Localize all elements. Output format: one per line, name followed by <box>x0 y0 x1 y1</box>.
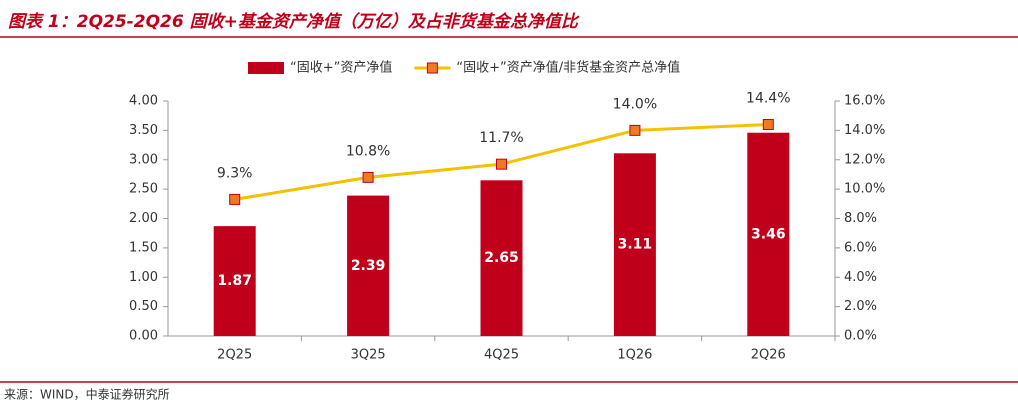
y2-tick-label: 4.0% <box>844 270 877 285</box>
x-tick-label: 2Q26 <box>751 348 786 363</box>
bar-value-label: 3.46 <box>751 226 786 242</box>
y-tick-label: 1.00 <box>129 270 158 285</box>
bar-value-label: 1.87 <box>217 273 252 289</box>
line-marker <box>496 158 507 170</box>
bar <box>613 153 656 336</box>
legend-label: “固收+”资产净值/非货基金资产总净值 <box>456 60 680 76</box>
y2-tick-label: 14.0% <box>844 123 885 138</box>
line-marker <box>362 171 374 183</box>
y2-tick-label: 8.0% <box>844 211 877 226</box>
y-tick-label: 0.00 <box>129 329 158 344</box>
y2-tick-label: 12.0% <box>844 152 885 167</box>
x-tick-label: 2Q25 <box>217 348 252 363</box>
bar <box>347 195 390 336</box>
line-marker <box>229 193 241 205</box>
y-tick-label: 2.50 <box>129 182 158 197</box>
x-tick-label: 4Q25 <box>484 348 519 363</box>
source-note: 来源：WIND，中泰证券研究所 <box>4 387 170 402</box>
line-value-label: 14.0% <box>613 96 657 112</box>
bar-value-label: 2.39 <box>351 258 386 274</box>
bar <box>747 132 790 336</box>
y-tick-label: 1.50 <box>129 240 158 255</box>
y2-tick-label: 6.0% <box>844 240 877 255</box>
y2-tick-label: 2.0% <box>844 299 877 314</box>
y-tick-label: 0.50 <box>129 299 158 314</box>
y2-tick-label: 0.0% <box>844 329 877 344</box>
y-tick-label: 3.50 <box>129 123 158 138</box>
chart-title: 图表 1：2Q25-2Q26 固收+基金资产净值（万亿）及占非货基金总净值比 <box>8 12 580 32</box>
line-marker <box>629 124 641 136</box>
y2-tick-label: 16.0% <box>844 94 885 109</box>
legend-swatch <box>248 62 284 74</box>
legend-label: “固收+”资产净值 <box>290 60 392 76</box>
line-value-label: 10.8% <box>346 143 390 159</box>
bar-value-label: 2.65 <box>484 250 519 266</box>
bar-value-label: 3.11 <box>618 237 653 253</box>
bar <box>213 226 256 336</box>
x-tick-label: 3Q25 <box>351 348 386 363</box>
line-value-label: 9.3% <box>217 165 253 181</box>
legend-swatch-marker <box>426 62 438 74</box>
line-value-label: 14.4% <box>746 91 790 107</box>
line-value-label: 11.7% <box>479 130 523 146</box>
bar <box>480 180 523 336</box>
y-tick-label: 3.00 <box>129 152 158 167</box>
y2-tick-label: 10.0% <box>844 182 885 197</box>
y-tick-label: 2.00 <box>129 211 158 226</box>
line-marker <box>762 119 774 130</box>
y-tick-label: 4.00 <box>129 94 158 109</box>
x-tick-label: 1Q26 <box>617 348 652 363</box>
